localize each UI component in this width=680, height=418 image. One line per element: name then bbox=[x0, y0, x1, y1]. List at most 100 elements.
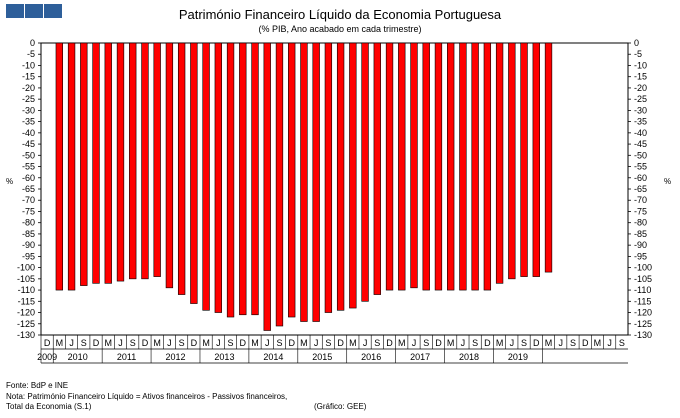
quarter-label: J bbox=[363, 338, 368, 348]
year-label: 2011 bbox=[117, 352, 136, 362]
logo-block-1 bbox=[6, 4, 24, 18]
quarter-label: M bbox=[545, 338, 553, 348]
y-tick-label-right: -65 bbox=[634, 184, 647, 194]
bar bbox=[202, 42, 210, 311]
bar bbox=[447, 42, 455, 291]
bar bbox=[263, 42, 271, 331]
quarter-label: S bbox=[130, 338, 136, 348]
y-tick-label-left: -25 bbox=[22, 94, 35, 104]
quarter-label: J bbox=[118, 338, 123, 348]
quarter-label: S bbox=[570, 338, 576, 348]
bar bbox=[153, 42, 161, 277]
quarter-label: M bbox=[202, 338, 210, 348]
bar bbox=[104, 42, 112, 284]
year-label: 2009 bbox=[37, 352, 57, 362]
bar bbox=[239, 42, 247, 316]
chart-subtitle: (% PIB, Ano acabado em cada trimestre) bbox=[258, 24, 422, 34]
quarter-label: J bbox=[510, 338, 515, 348]
year-label: 2017 bbox=[410, 352, 430, 362]
y-tick-label-right: -25 bbox=[634, 94, 647, 104]
bar bbox=[141, 42, 149, 280]
quarter-label: J bbox=[265, 338, 270, 348]
bar bbox=[471, 42, 479, 291]
bar bbox=[434, 42, 443, 291]
y-tick-label-left: -130 bbox=[17, 330, 35, 340]
quarter-label: D bbox=[582, 338, 589, 348]
bar bbox=[544, 42, 553, 273]
bar bbox=[483, 42, 492, 291]
bar bbox=[520, 42, 528, 277]
quarter-label: M bbox=[398, 338, 406, 348]
y-tick-label-right: -35 bbox=[634, 117, 647, 127]
y-tick-label-left: -60 bbox=[22, 173, 35, 183]
y-tick-label-left: -120 bbox=[17, 308, 35, 318]
logo-block-3 bbox=[44, 4, 62, 18]
quarter-label: D bbox=[288, 338, 295, 348]
year-label: 2019 bbox=[508, 352, 528, 362]
y-tick-label-right: -60 bbox=[634, 173, 647, 183]
quarter-label: M bbox=[56, 338, 64, 348]
quarter-label: M bbox=[349, 338, 357, 348]
y-tick-label-left: -70 bbox=[22, 195, 35, 205]
bar bbox=[251, 42, 259, 316]
y-tick-label-right: -130 bbox=[634, 330, 652, 340]
y-tick-label-left: -90 bbox=[22, 240, 35, 250]
bar bbox=[55, 42, 64, 291]
y-tick-label-right: -120 bbox=[634, 308, 652, 318]
y-axis-unit-left: % bbox=[6, 177, 14, 186]
y-tick-label-left: -35 bbox=[22, 117, 35, 127]
y-tick-label-right: -125 bbox=[634, 319, 652, 329]
quarter-label: S bbox=[374, 338, 380, 348]
y-tick-label-right: -110 bbox=[634, 285, 651, 295]
bar bbox=[190, 42, 198, 304]
chart-title: Património Financeiro Líquido da Economi… bbox=[178, 7, 502, 22]
y-axis-unit-right: % bbox=[664, 177, 672, 186]
bar bbox=[422, 42, 430, 291]
bar bbox=[336, 42, 345, 311]
y-tick-label-right: -50 bbox=[634, 150, 647, 160]
bar bbox=[165, 42, 174, 289]
quarter-label: D bbox=[142, 338, 149, 348]
quarter-label: D bbox=[93, 338, 100, 348]
y-tick-label-left: -85 bbox=[22, 229, 35, 239]
year-label: 2012 bbox=[166, 352, 186, 362]
quarter-label: J bbox=[558, 338, 563, 348]
y-tick-label-left: -10 bbox=[22, 60, 35, 70]
y-tick-label-left: -75 bbox=[22, 206, 35, 216]
bar bbox=[177, 42, 186, 295]
quarter-label: D bbox=[240, 338, 247, 348]
y-tick-label-right: -90 bbox=[634, 240, 647, 250]
bar bbox=[226, 42, 235, 318]
quarter-label: S bbox=[521, 338, 527, 348]
y-tick-label-right: -100 bbox=[634, 263, 652, 273]
bar bbox=[349, 42, 357, 309]
y-tick-label-left: -55 bbox=[22, 162, 35, 172]
y-tick-label-right: -115 bbox=[634, 296, 651, 306]
bar bbox=[275, 42, 284, 327]
plot-frame bbox=[40, 42, 629, 336]
quarter-label: S bbox=[179, 338, 185, 348]
year-label: 2016 bbox=[361, 352, 381, 362]
y-tick-label-left: -80 bbox=[22, 218, 35, 228]
y-tick-label-left: -65 bbox=[22, 184, 35, 194]
y-tick-label-right: -20 bbox=[634, 83, 647, 93]
y-tick-label-right: -95 bbox=[634, 251, 647, 261]
y-tick-label-left: -110 bbox=[18, 285, 35, 295]
bar bbox=[373, 42, 381, 295]
bar bbox=[532, 42, 540, 277]
bar bbox=[116, 42, 125, 282]
quarter-label: S bbox=[619, 338, 625, 348]
y-tick-label-left: -95 bbox=[22, 251, 35, 261]
bar bbox=[300, 42, 308, 322]
bar bbox=[324, 42, 333, 313]
quarter-label: J bbox=[607, 338, 612, 348]
year-label: 2013 bbox=[214, 352, 234, 362]
quarter-label: S bbox=[81, 338, 87, 348]
quarter-label: S bbox=[472, 338, 478, 348]
year-label: 2018 bbox=[459, 352, 479, 362]
quarter-label: D bbox=[44, 338, 51, 348]
year-label: 2015 bbox=[312, 352, 332, 362]
bar bbox=[398, 42, 406, 291]
quarter-label: J bbox=[314, 338, 319, 348]
